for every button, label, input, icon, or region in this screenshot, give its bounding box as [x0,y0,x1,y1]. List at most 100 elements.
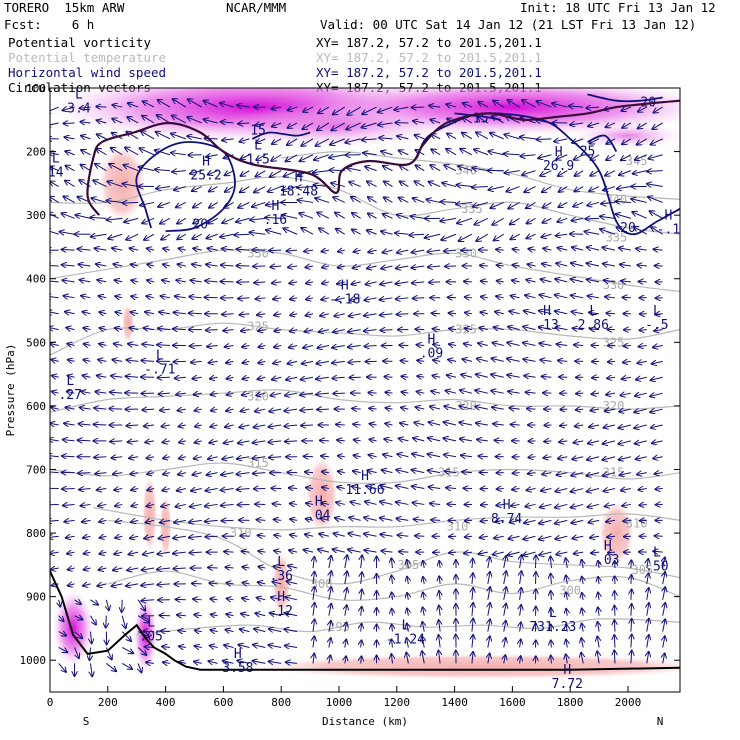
circulation-vector-854 [603,441,616,444]
circulation-vector-841 [399,438,409,440]
circulation-vector-584 [654,330,663,331]
circulation-vector-998 [412,503,425,505]
circulation-vector-859 [62,456,75,457]
circulation-vector-285 [236,218,250,222]
circulation-vector-1142 [225,567,234,568]
circulation-vector-636 [243,361,250,363]
circulation-vector-571 [449,328,457,329]
circulation-vector-434 [131,280,139,282]
circulation-vector-829 [209,441,218,443]
circulation-vector-483 [290,298,298,300]
circulation-vector-84 [141,131,155,140]
pv-shade-5 [122,304,134,343]
circulation-vector-344 [556,234,568,236]
circulation-vector-1283 [614,606,615,616]
circulation-vector-226 [542,186,552,193]
circulation-vector-968 [555,489,568,492]
circulation-vector-1209 [59,599,61,607]
circulation-vector-629 [127,360,139,361]
circulation-vector-776 [605,409,616,411]
circulation-vector-641 [316,361,329,363]
circulation-vector-322 [206,233,218,238]
circulation-vector-802 [400,423,409,425]
circulation-vector-934 [637,473,647,475]
circulation-vector-1004 [511,504,520,506]
circulation-vector-537 [524,311,536,314]
circulation-vector-1246 [647,588,649,600]
circulation-vector-346 [584,231,600,234]
circulation-vector-475 [161,296,171,298]
circulation-vector-704 [81,391,91,393]
circulation-vector-338 [459,233,473,241]
circulation-vector-826 [162,441,171,443]
hl-value-9: .13 [535,318,558,333]
circulation-vector-1143 [242,567,250,568]
circulation-vector-5 [128,103,139,107]
circulation-vector-265 [543,202,552,207]
circulation-vector-490 [396,298,409,299]
hl-type-6: H [341,278,349,293]
circulation-vector-1238 [520,588,522,600]
hl-value-18: .03 [596,553,619,568]
circulation-vector-1393 [504,655,506,664]
circulation-vector-86 [171,134,186,140]
circulation-vector-1009 [587,504,600,507]
isotach-label-1: 15 [250,124,266,139]
circulation-vector-1118 [464,552,473,553]
circulation-vector-675 [242,377,250,379]
circulation-vector-362 [222,249,234,251]
circulation-vector-473 [131,296,139,298]
circulation-vector-233 [647,184,663,187]
circulation-vector-896 [653,457,663,459]
circulation-vector-769 [492,407,504,409]
circulation-vector-73 [588,123,600,126]
circulation-vector-732 [526,392,536,393]
isotach-label-2: 20 [620,221,636,236]
circulation-vector-1277 [520,605,522,616]
circulation-vector-1056 [100,536,107,538]
circulation-vector-367 [304,250,314,251]
circulation-vector-400 [206,264,218,266]
circulation-vector-548 [83,328,91,330]
circulation-vector-298 [440,218,457,221]
circulation-vector-646 [401,361,409,362]
circulation-vector-825 [145,441,155,443]
circulation-vector-817 [634,425,647,428]
circulation-vector-915 [338,471,345,472]
circulation-vector-749 [178,409,186,411]
circulation-vector-881 [412,454,425,457]
circulation-vector-1300 [254,629,266,632]
circulation-vector-676 [257,377,266,379]
circulation-vector-100 [397,136,409,139]
circulation-vector-846 [477,440,488,441]
circulation-vector-287 [265,217,282,218]
circulation-vector-804 [429,422,441,425]
circulation-vector-612 [478,343,488,345]
circulation-vector-1163 [566,558,568,569]
circulation-vector-225 [524,186,536,193]
circulation-vector-799 [353,424,361,425]
circulation-vector-812 [560,425,568,426]
circulation-vector-62 [413,121,425,123]
pv-line [86,99,680,216]
circulation-vector-511 [115,312,123,314]
circulation-vector-1259 [226,614,234,616]
plot-frame [49,87,681,693]
circulation-vector-165 [190,171,202,174]
circulation-vector-157 [65,166,75,172]
circulation-vector-1037 [414,519,425,520]
circulation-vector-1311 [439,620,440,632]
circulation-vector-592 [157,345,170,346]
circulation-vector-969 [571,489,584,492]
circulation-vector-339 [476,233,489,241]
circulation-vector-183 [472,168,488,171]
circulation-vector-880 [397,454,409,457]
pv-shade-8 [142,475,157,553]
circulation-vector-1377 [237,661,250,664]
circulation-vector-512 [131,312,139,314]
circulation-vector-679 [301,377,314,379]
circulation-vector-856 [635,441,647,444]
circulation-vector-1400 [614,650,615,664]
field-xy-theta: XY= 187.2, 57.2 to 201.5,201.1 [316,50,542,65]
circulation-vector-580 [590,329,600,330]
